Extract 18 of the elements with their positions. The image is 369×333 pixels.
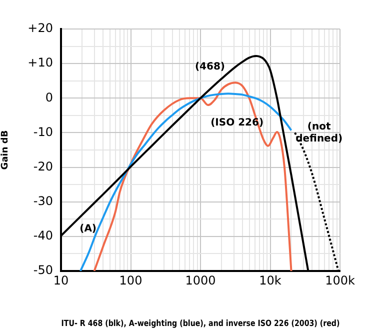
y-tick-label: -30 — [33, 194, 53, 208]
x-tick-label: 10k — [259, 273, 282, 288]
x-tick-label: 10 — [53, 273, 69, 288]
y-tick-label: -50 — [33, 263, 53, 278]
x-axis-title: ITU- R 468 (blk), A-weighting (blue), and inverse ISO 226 (2003) (red) — [61, 318, 340, 328]
y-tick-label: +20 — [28, 21, 53, 36]
annotation: (not defined) — [296, 122, 343, 145]
annotation: (A) — [80, 223, 97, 234]
y-axis-title: Gain dB — [0, 130, 11, 170]
x-tick-label: 100 — [119, 273, 142, 288]
y-tick-label: -10 — [33, 124, 53, 139]
y-tick-label: -40 — [33, 228, 53, 243]
y-tick-label: -20 — [33, 159, 53, 174]
y-tick-label: +10 — [28, 56, 53, 70]
y-tick-label: 0 — [45, 90, 53, 104]
x-tick-label: 1000 — [185, 273, 216, 288]
x-tick-label: 100k — [325, 273, 355, 288]
annotation: (468) — [194, 62, 225, 73]
